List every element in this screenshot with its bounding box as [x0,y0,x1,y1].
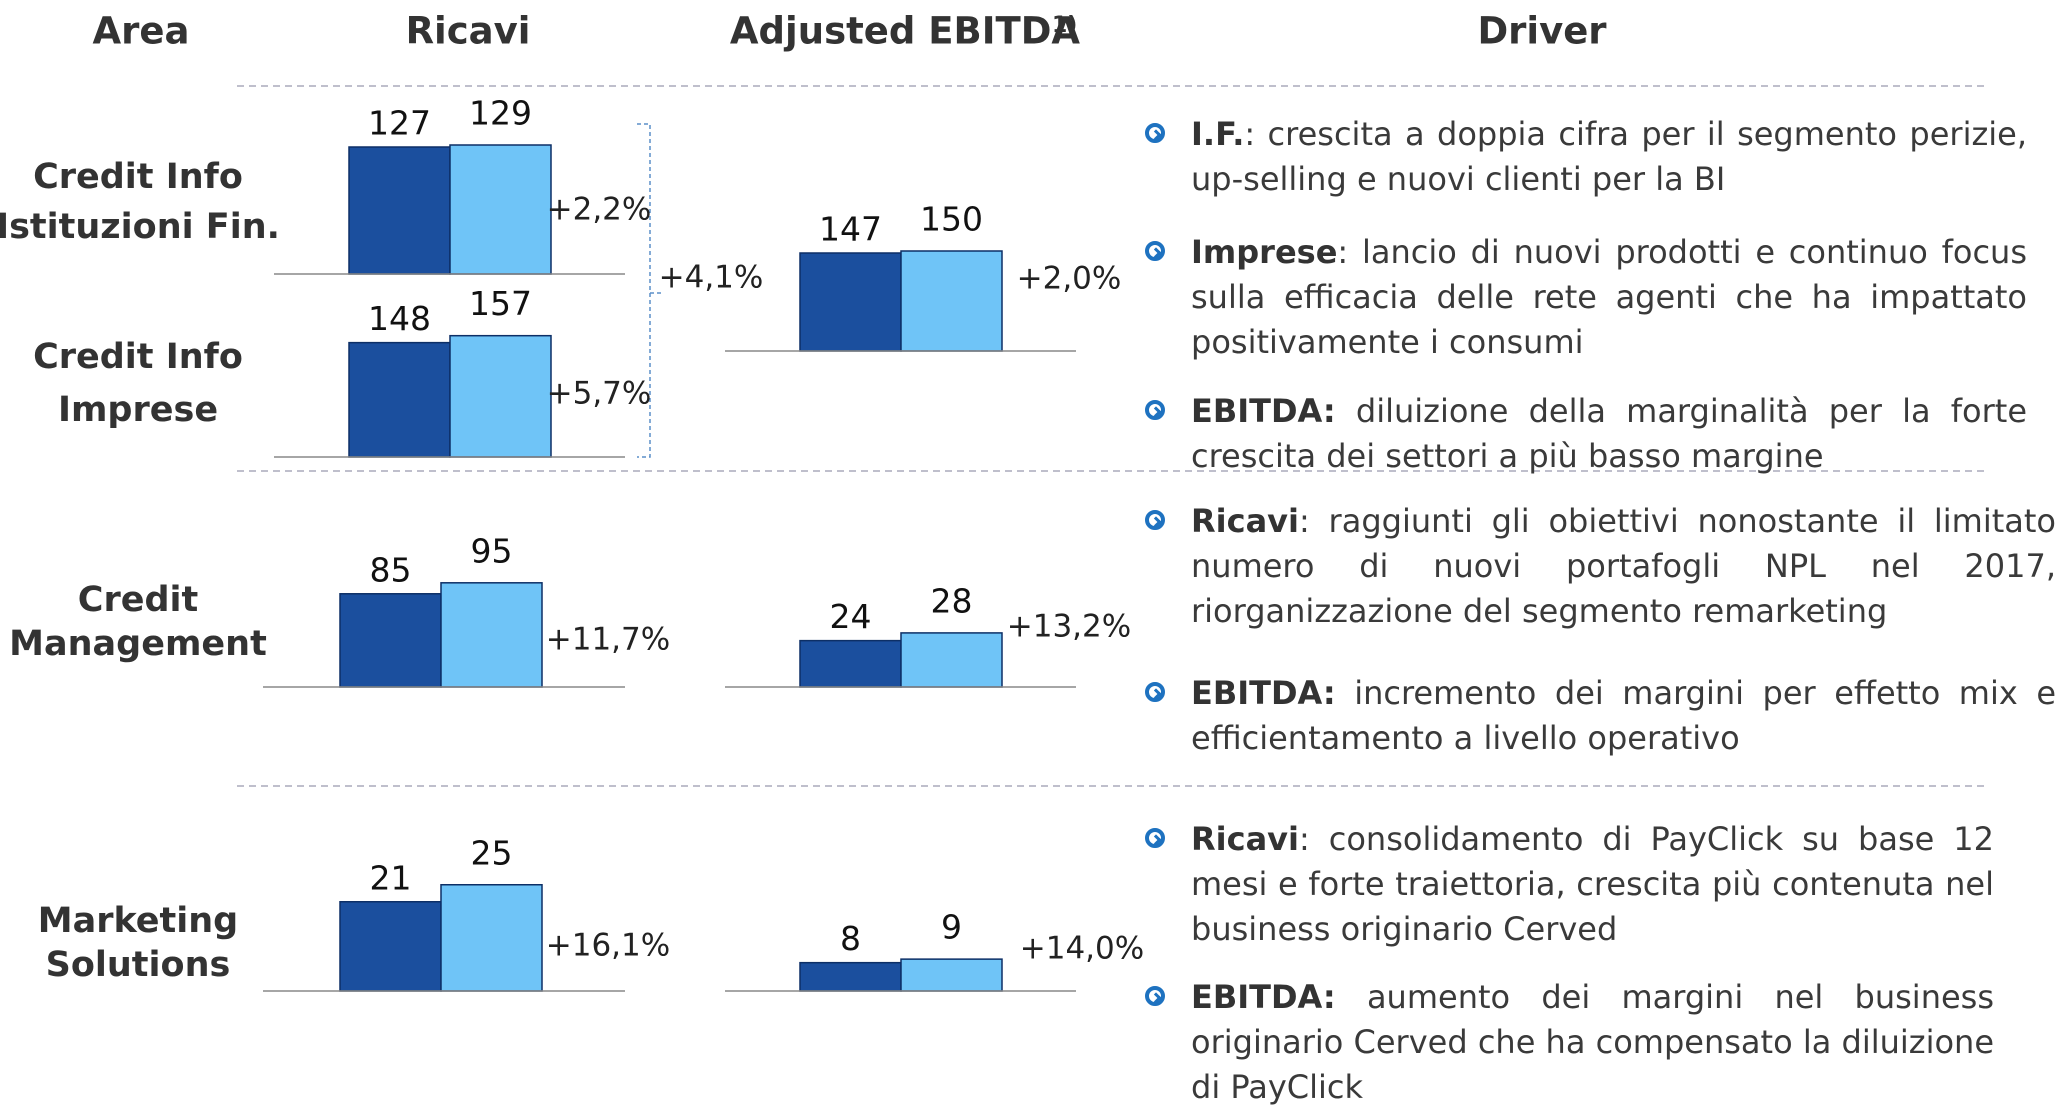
driver-text: aumento dei margini nel business origina… [1191,978,1994,1106]
bracket [637,123,664,458]
growth-annotation: +5,7% [547,376,652,412]
growth-annotation: +2,2% [547,192,652,228]
header-note: 1) [1052,13,1077,38]
combined-annotation: +4,1% [659,260,764,296]
bar [339,901,442,992]
driver-bullet: Ricavi: consolidamento di PayClick su ba… [1145,817,1994,952]
driver-lead: Imprese [1191,233,1338,271]
header: Area [93,10,190,53]
area-label: Management [9,624,267,664]
bar [900,958,1003,992]
bar [440,582,543,688]
driver-bullet: Ricavi: raggiunti gli obiettivi nonostan… [1145,499,2056,634]
driver-lead: EBITDA: [1191,392,1336,430]
bar [449,144,552,275]
driver-lead: I.F. [1191,115,1245,153]
value-label: 24 [830,597,872,636]
bar [799,639,902,688]
growth-annotation: +13,2% [1007,609,1131,645]
bar [339,593,442,688]
value-label: 28 [931,581,973,620]
driver-text: : consolidamento di PayClick su base 12 … [1191,820,1994,948]
bar [900,250,1003,352]
bullet-icon [1145,510,1165,530]
header: Adjusted EBITDA [730,10,1081,53]
driver-bullet: Imprese: lancio di nuovi prodotti e cont… [1145,230,2027,365]
value-label: 9 [941,908,962,947]
bullet-icon [1145,241,1165,261]
area-label: Istituzioni Fin. [0,207,280,247]
driver-text: : crescita a doppia cifra per il segment… [1191,115,2027,198]
driver-text: incremento dei margini per effetto mix e… [1191,674,2056,757]
growth-annotation: +2,0% [1017,261,1122,297]
value-label: 127 [368,104,431,143]
driver-text: : raggiunti gli obiettivi nonostante il … [1191,502,2056,630]
bullet-icon [1145,986,1165,1006]
value-label: 157 [469,284,532,323]
value-label: 148 [368,299,431,338]
driver-text: diluizione della marginalità per la fort… [1191,392,2027,475]
header: Ricavi [406,10,531,53]
bullet-icon [1145,123,1165,143]
value-label: 21 [370,858,412,897]
value-label: 147 [819,210,882,249]
value-label: 150 [920,200,983,239]
bar [348,146,451,275]
value-label: 25 [471,833,513,872]
area-label: Credit [78,580,198,620]
bar [348,341,451,458]
driver-lead: Ricavi [1191,820,1299,858]
driver-bullet: EBITDA: aumento dei margini nel business… [1145,975,1994,1110]
value-label: 95 [471,531,513,570]
area-label: Credit Info [33,337,243,377]
driver-bullet: I.F.: crescita a doppia cifra per il seg… [1145,112,2027,202]
driver-text: : lancio di nuovi prodotti e continuo fo… [1191,233,2027,361]
value-label: 129 [469,94,532,133]
area-label: Marketing [38,901,238,941]
growth-annotation: +11,7% [546,622,670,658]
header: Driver [1477,10,1607,53]
bar [799,961,902,992]
area-label: Solutions [46,945,231,985]
value-label: 85 [370,550,412,589]
driver-lead: EBITDA: [1191,674,1336,712]
driver-lead: Ricavi [1191,502,1299,540]
bar [449,334,552,458]
driver-bullet: EBITDA: incremento dei margini per effet… [1145,671,2056,761]
value-label: 8 [840,919,861,958]
bar [799,252,902,352]
bullet-icon [1145,682,1165,702]
bullet-icon [1145,400,1165,420]
growth-annotation: +14,0% [1020,931,1144,967]
bullet-icon [1145,828,1165,848]
growth-annotation: +16,1% [546,928,670,964]
separators [237,85,1987,787]
bar [900,632,1003,688]
driver-bullet: EBITDA: diluizione della marginalità per… [1145,389,2027,479]
bar [440,884,543,992]
area-label: Imprese [58,390,218,430]
area-label: Credit Info [33,157,243,197]
driver-lead: EBITDA: [1191,978,1336,1016]
